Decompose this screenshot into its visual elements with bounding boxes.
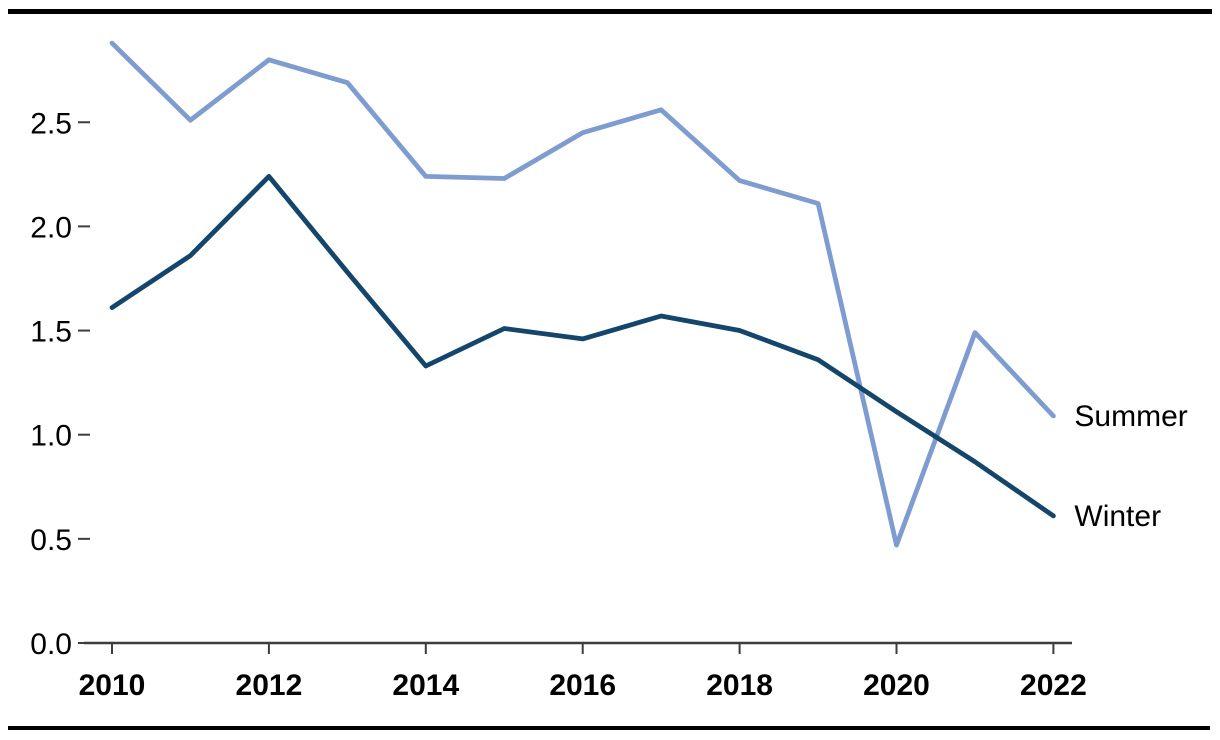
y-tick-label: 1.5 xyxy=(30,316,72,349)
y-tick-label: 1.0 xyxy=(30,420,72,453)
y-tick-label: 0.5 xyxy=(30,524,72,557)
series-label-summer: Summer xyxy=(1074,400,1187,433)
y-tick-label: 0.0 xyxy=(30,628,72,661)
x-tick-label: 2022 xyxy=(1020,669,1087,702)
x-tick-label: 2018 xyxy=(706,669,773,702)
x-tick-label: 2020 xyxy=(863,669,930,702)
y-tick-label: 2.0 xyxy=(30,211,72,244)
top-border-rule xyxy=(8,9,1212,14)
x-tick-label: 2014 xyxy=(392,669,459,702)
series-label-winter: Winter xyxy=(1074,500,1161,533)
bottom-border-rule xyxy=(8,726,1210,730)
series-line-summer xyxy=(109,40,1056,548)
x-tick-label: 2016 xyxy=(549,669,616,702)
x-tick-label: 2010 xyxy=(79,669,146,702)
series-line-winter xyxy=(109,173,1056,519)
x-tick-label: 2012 xyxy=(236,669,303,702)
y-tick-label: 2.5 xyxy=(30,107,72,140)
